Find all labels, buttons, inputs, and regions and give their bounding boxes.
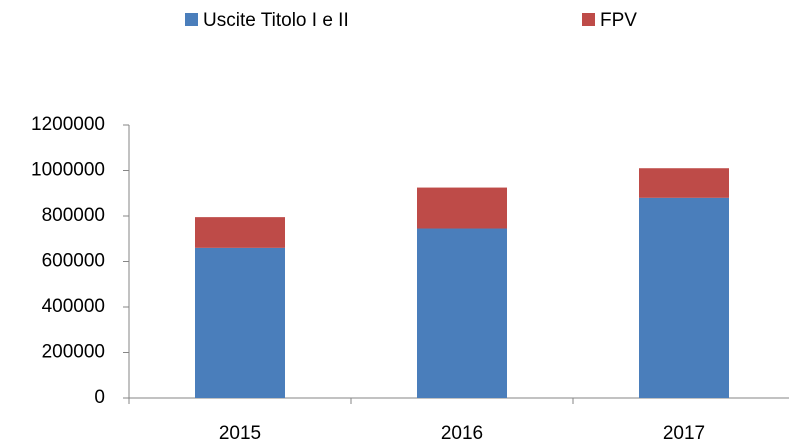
y-tick-label: 800000: [42, 205, 105, 226]
legend-label: FPV: [600, 10, 637, 31]
y-tick-label: 600000: [42, 251, 105, 272]
bar-segment: [417, 228, 507, 398]
x-tick-label: 2016: [441, 423, 483, 444]
y-tick-label: 1200000: [31, 114, 105, 135]
legend-swatch: [185, 13, 198, 26]
legend-label: Uscite Titolo I e II: [203, 10, 349, 31]
y-tick-label: 0: [94, 387, 105, 408]
x-tick-label: 2017: [663, 423, 705, 444]
x-tick-label: 2015: [219, 423, 261, 444]
y-tick-label: 400000: [42, 296, 105, 317]
bar-segment: [639, 168, 729, 198]
bar-segment: [195, 247, 285, 398]
bar-segment: [639, 197, 729, 398]
y-tick-label: 1000000: [31, 160, 105, 181]
bar-segment: [417, 187, 507, 229]
bar-segment: [195, 217, 285, 248]
y-tick-label: 200000: [42, 342, 105, 363]
legend-swatch: [582, 13, 595, 26]
